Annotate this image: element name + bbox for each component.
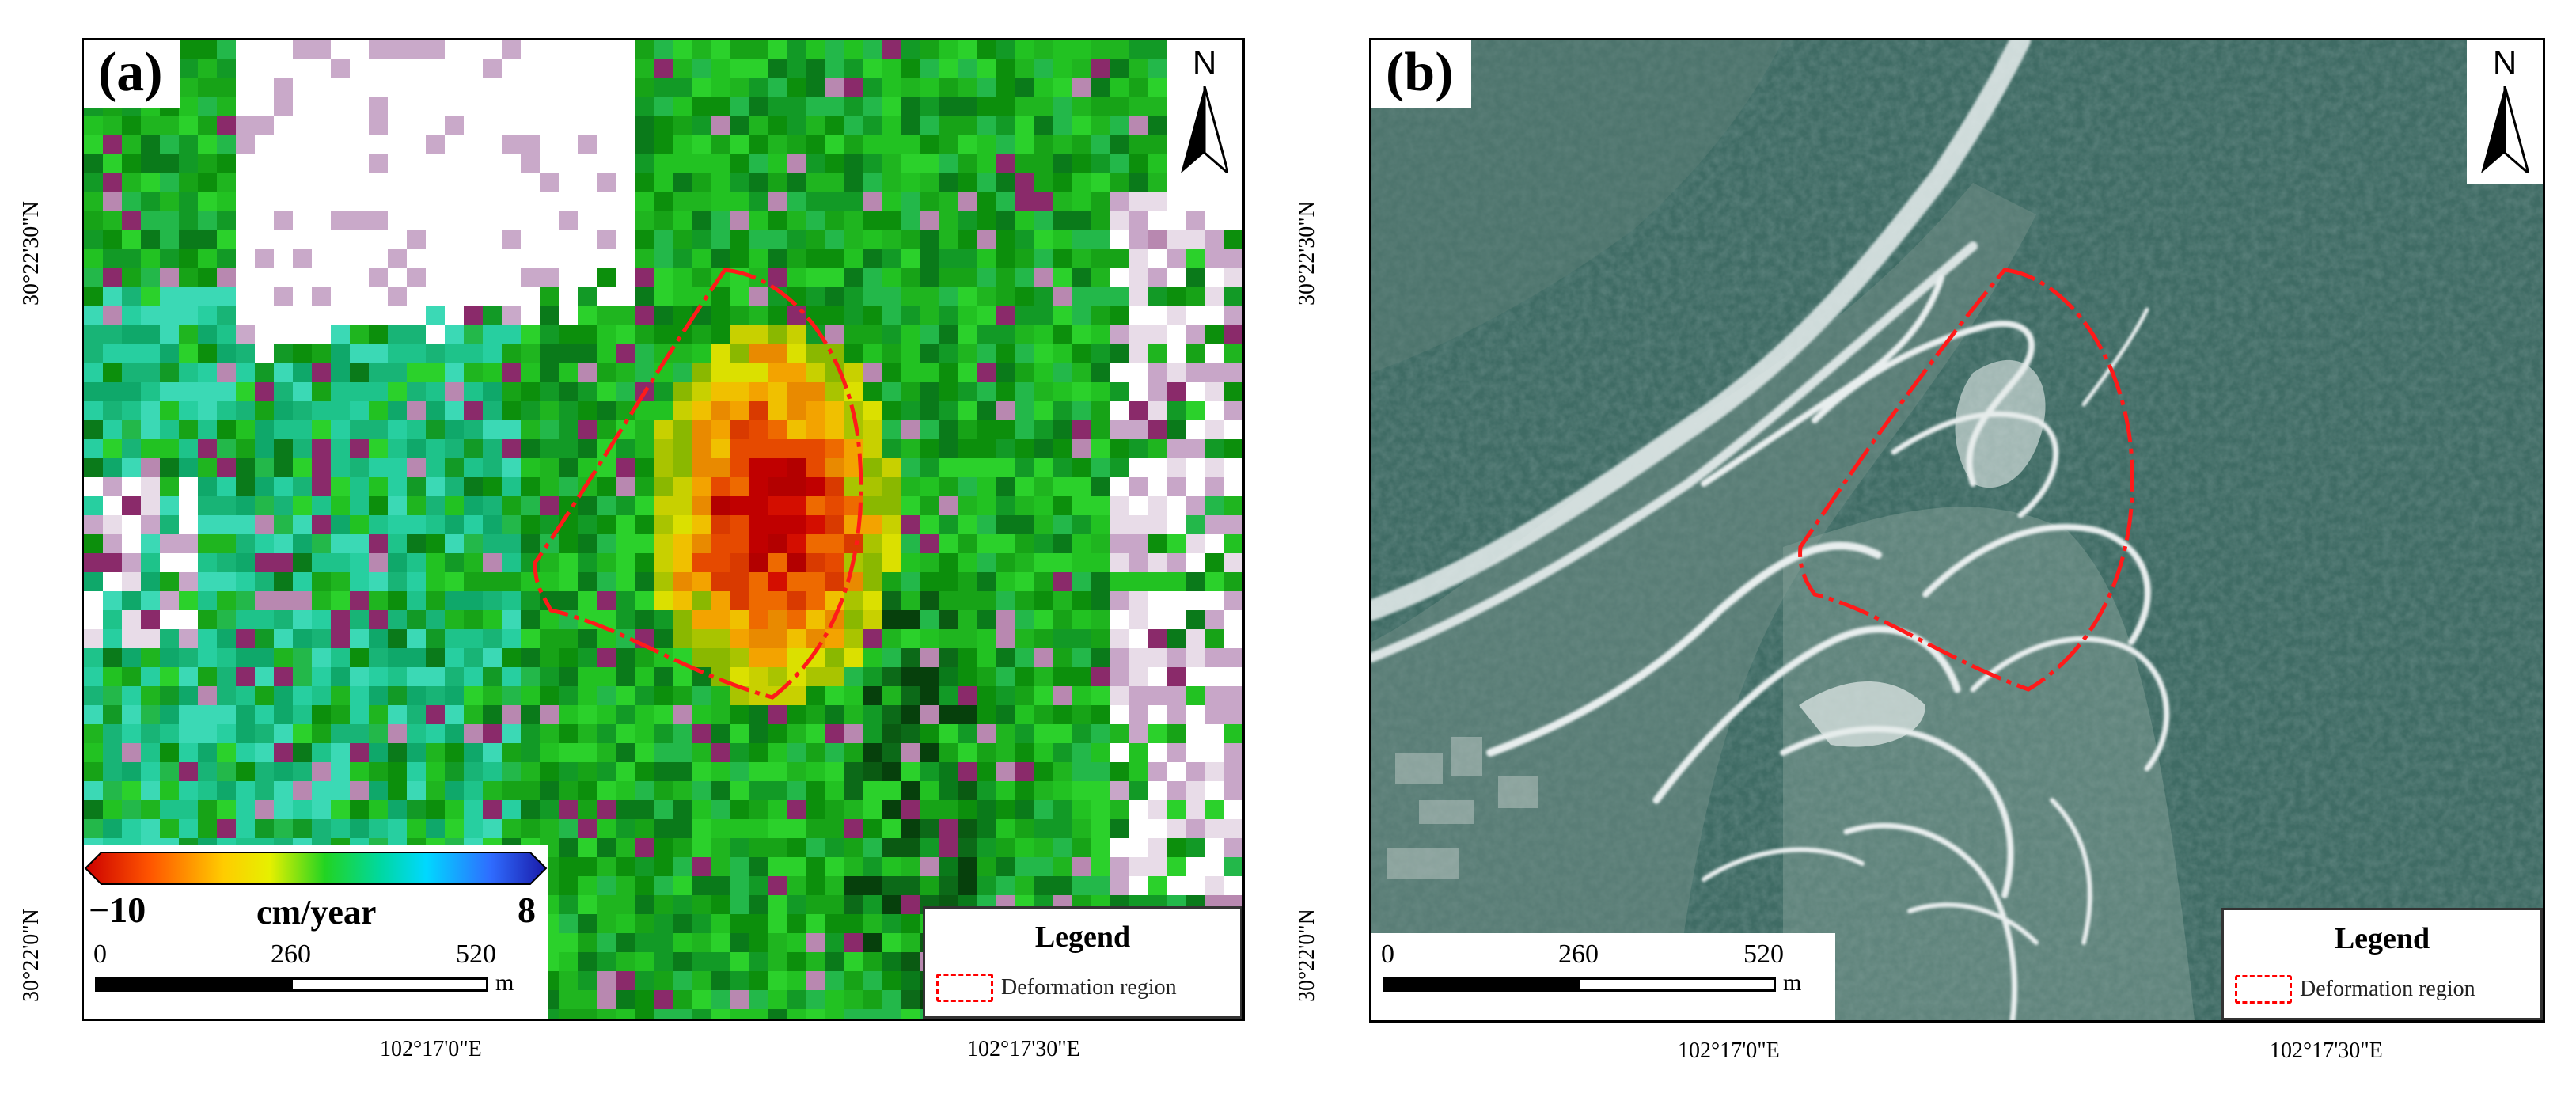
scale-unit: m [495, 970, 514, 996]
velocity-raster [84, 40, 1242, 1019]
lat-label-bottom: 30°22'0"N [19, 909, 44, 1002]
panel-a-label: (a) [84, 40, 180, 108]
scale-bar-black-segment [1383, 977, 1580, 992]
lon-label-right: 102°17'30"E [967, 1037, 1080, 1061]
north-arrow-icon [1181, 86, 1228, 173]
lon-label-left: 102°17'0"E [1678, 1038, 1780, 1063]
legend-a: Legend Deformation region [923, 906, 1242, 1019]
legend-title: Legend [2334, 922, 2430, 955]
satellite-image [1371, 40, 2543, 1020]
north-arrow-icon [2481, 86, 2529, 173]
deformation-swatch [2235, 975, 2292, 1004]
north-letter: N [2492, 44, 2517, 81]
scale-bar-white-segment [1578, 977, 1776, 992]
legend-entry-deformation: Deformation region [936, 974, 1177, 1002]
legend-entry-deformation: Deformation region [2235, 975, 2475, 1004]
legend-entry-label: Deformation region [1001, 975, 1177, 1000]
lon-label-right: 102°17'30"E [2270, 1038, 2383, 1063]
colorbar: −10 cm/year 8 [84, 845, 548, 933]
legend-b: Legend Deformation region [2221, 908, 2543, 1020]
legend-title: Legend [1034, 920, 1131, 954]
lat-label-top: 30°22'30"N [19, 201, 44, 306]
scale-unit: m [1783, 970, 1802, 996]
scale-tick-520: 520 [1743, 939, 1784, 969]
scale-tick-260: 260 [271, 939, 311, 969]
panel-b: 30°22'30"N 30°22'0"N [1282, 0, 2576, 1097]
legend-entry-label: Deformation region [2300, 977, 2475, 1001]
colorbar-max: 8 [518, 890, 536, 930]
north-arrow-a: N [1167, 40, 1242, 184]
colorbar-ramp [84, 852, 548, 885]
satellite-image-map: (b) N 0 260 520 m Legend Deformation [1369, 38, 2545, 1023]
lon-label-left: 102°17'0"E [380, 1037, 482, 1061]
lat-label-top: 30°22'30"N [1295, 201, 1319, 306]
insar-velocity-map: (a) N [82, 38, 1245, 1021]
colorbar-unit: cm/year [256, 893, 377, 932]
scale-tick-260: 260 [1558, 939, 1599, 969]
scale-bar-white-segment [290, 977, 488, 992]
lat-label-bottom: 30°22'0"N [1295, 909, 1319, 1002]
scale-tick-0: 0 [93, 939, 107, 969]
scale-bar-b: 0 260 520 m [1371, 933, 1835, 1020]
deformation-region-outline [533, 268, 863, 700]
panel-b-label: (b) [1371, 40, 1471, 108]
scale-tick-0: 0 [1381, 939, 1394, 969]
deformation-region-outline [1798, 268, 2134, 692]
scale-bar-black-segment [95, 977, 293, 992]
scale-tick-520: 520 [456, 939, 496, 969]
scale-bar-a: 0 260 520 m [84, 933, 548, 1019]
north-letter: N [1192, 44, 1217, 81]
colorbar-min: −10 [89, 890, 146, 930]
deformation-swatch [936, 974, 993, 1002]
north-arrow-b: N [2467, 40, 2543, 184]
panel-a: 30°22'30"N 30°22'0"N (a) N [0, 0, 1282, 1097]
